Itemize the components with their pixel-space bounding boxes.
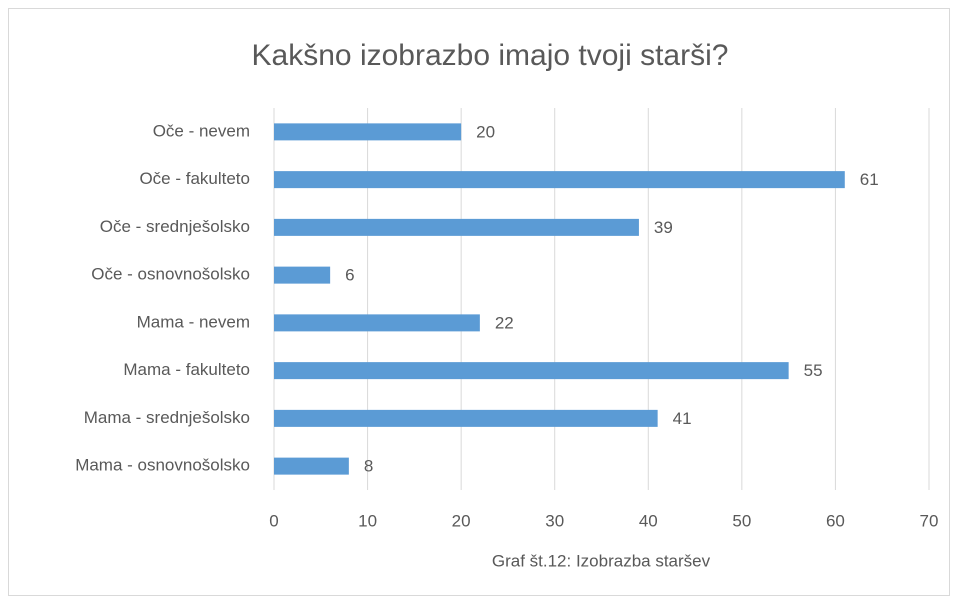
data-label: 8 <box>364 457 373 476</box>
y-tick-label: Mama - nevem <box>137 312 250 331</box>
x-tick-label: 0 <box>269 511 278 530</box>
data-label: 61 <box>860 170 879 189</box>
y-tick-label: Oče - osnovnošolsko <box>91 265 250 284</box>
x-tick-label: 70 <box>920 511 939 530</box>
data-label: 22 <box>495 313 514 332</box>
y-tick-label: Oče - nevem <box>153 121 250 140</box>
data-label: 20 <box>476 122 495 141</box>
bar <box>274 362 789 380</box>
bar <box>274 266 331 284</box>
bar <box>274 314 480 332</box>
x-tick-label: 60 <box>826 511 845 530</box>
x-tick-label: 50 <box>732 511 751 530</box>
bar <box>274 218 639 236</box>
data-label: 55 <box>804 361 823 380</box>
data-label: 6 <box>345 266 354 285</box>
data-label: 41 <box>673 409 692 428</box>
x-tick-label: 10 <box>358 511 377 530</box>
y-tick-label: Mama - osnovnošolsko <box>75 456 250 475</box>
chart-title: Kakšno izobrazbo imajo tvoji starši? <box>252 39 729 72</box>
bar <box>274 171 845 189</box>
chart-border <box>8 8 950 596</box>
x-axis-label: Graf št.12: Izobrazba staršev <box>492 551 711 570</box>
x-tick-label: 30 <box>545 511 564 530</box>
bar <box>274 123 462 141</box>
bar <box>274 457 349 475</box>
bar <box>274 409 658 427</box>
y-tick-label: Mama - fakulteto <box>123 360 250 379</box>
x-tick-label: 20 <box>452 511 471 530</box>
y-tick-label: Oče - srednješolsko <box>100 217 250 236</box>
y-tick-label: Mama - srednješolsko <box>84 408 250 427</box>
data-label: 39 <box>654 218 673 237</box>
y-tick-label: Oče - fakulteto <box>139 169 250 188</box>
x-tick-label: 40 <box>639 511 658 530</box>
